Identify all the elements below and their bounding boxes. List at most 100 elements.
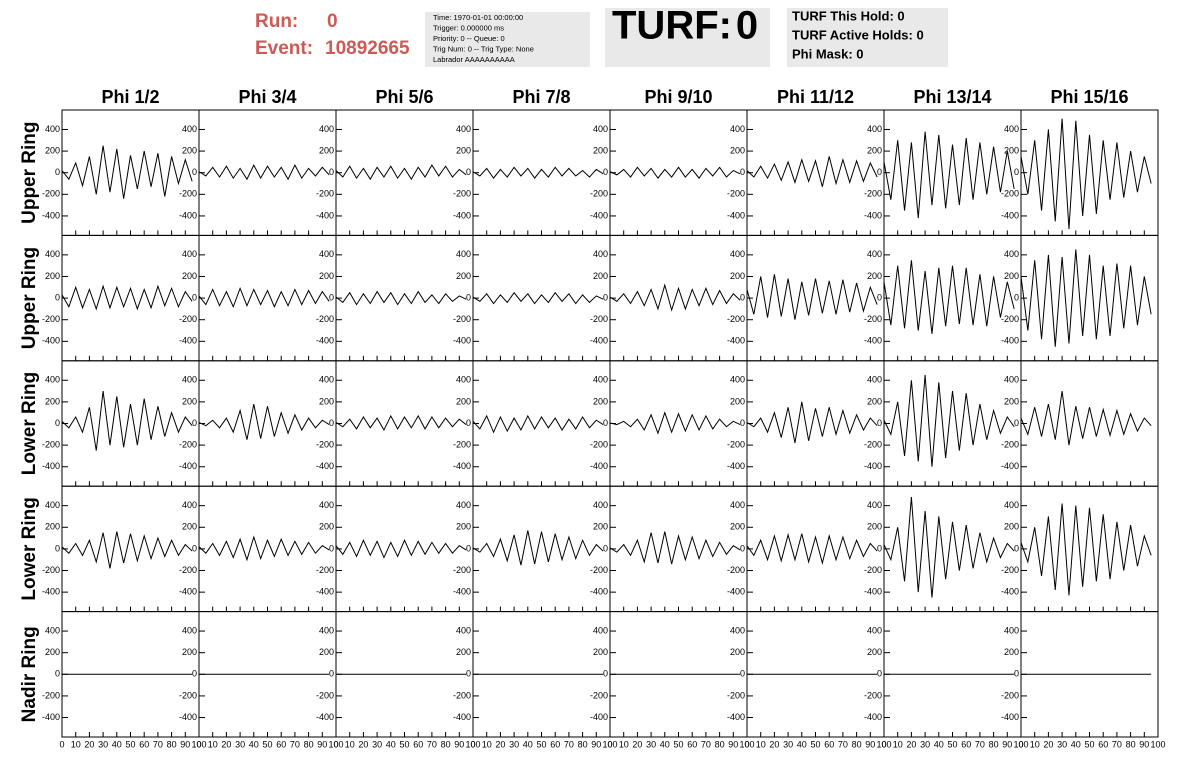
y-tick-label: 200 xyxy=(867,271,882,281)
y-tick-label: -400 xyxy=(453,712,471,722)
x-tick-label: 80 xyxy=(167,739,177,749)
y-tick-label: 200 xyxy=(730,145,745,155)
x-tick-label: 60 xyxy=(824,739,834,749)
y-tick-label: -200 xyxy=(590,189,608,199)
y-tick-label: 0 xyxy=(740,167,745,177)
waveform xyxy=(472,414,604,434)
y-tick-label: 0 xyxy=(55,167,60,177)
y-tick-label: 400 xyxy=(1004,124,1019,134)
y-tick-label: 400 xyxy=(456,500,471,510)
run-label: Run: xyxy=(255,11,298,32)
x-tick-label: 40 xyxy=(386,739,396,749)
y-tick-label: -200 xyxy=(590,314,608,324)
x-tick-label: 40 xyxy=(934,739,944,749)
y-tick-label: 400 xyxy=(456,375,471,385)
y-tick-label: -200 xyxy=(727,439,745,449)
turf-box xyxy=(605,8,770,67)
waveform xyxy=(746,401,878,444)
x-tick-label: 20 xyxy=(358,739,368,749)
y-tick-label: -200 xyxy=(316,439,334,449)
y-tick-label: -200 xyxy=(179,690,197,700)
y-tick-label: 200 xyxy=(593,396,608,406)
x-tick-label: 20 xyxy=(906,739,916,749)
x-tick-label: 0 xyxy=(470,739,475,749)
y-tick-label: 200 xyxy=(319,271,334,281)
x-tick-label: 80 xyxy=(715,739,725,749)
y-tick-label: 200 xyxy=(456,396,471,406)
y-tick-label: -200 xyxy=(453,690,471,700)
y-tick-label: 0 xyxy=(329,292,334,302)
x-tick-label: 40 xyxy=(523,739,533,749)
y-tick-label: 200 xyxy=(45,647,60,657)
waveform xyxy=(883,496,1015,598)
x-tick-label: 80 xyxy=(578,739,588,749)
x-tick-label: 90 xyxy=(454,739,464,749)
x-tick-label: 20 xyxy=(769,739,779,749)
y-tick-label: 400 xyxy=(45,625,60,635)
y-tick-label: 0 xyxy=(55,669,60,679)
x-tick-label: 100 xyxy=(1150,739,1165,749)
y-tick-label: 200 xyxy=(593,145,608,155)
y-tick-label: -400 xyxy=(179,336,197,346)
y-tick-label: 200 xyxy=(456,145,471,155)
y-tick-label: 200 xyxy=(867,647,882,657)
y-tick-label: -200 xyxy=(727,189,745,199)
y-tick-label: -400 xyxy=(42,336,60,346)
x-tick-label: 70 xyxy=(975,739,985,749)
column-title: Phi 7/8 xyxy=(512,87,570,107)
x-tick-label: 70 xyxy=(838,739,848,749)
x-tick-label: 0 xyxy=(607,739,612,749)
y-tick-label: -400 xyxy=(453,210,471,220)
row-title: Lower Ring xyxy=(19,497,40,600)
waveform xyxy=(198,286,330,309)
y-tick-label: 200 xyxy=(45,522,60,532)
x-tick-label: 0 xyxy=(196,739,201,749)
y-tick-label: 200 xyxy=(730,647,745,657)
y-tick-label: -400 xyxy=(590,461,608,471)
panel-frame xyxy=(1020,360,1159,487)
y-tick-label: 0 xyxy=(329,418,334,428)
x-tick-label: 50 xyxy=(125,739,135,749)
x-tick-label: 80 xyxy=(304,739,314,749)
x-tick-label: 30 xyxy=(372,739,382,749)
column-title: Phi 1/2 xyxy=(101,87,159,107)
y-tick-label: 400 xyxy=(730,375,745,385)
y-tick-label: 0 xyxy=(192,167,197,177)
x-tick-label: 50 xyxy=(399,739,409,749)
y-tick-label: 0 xyxy=(877,167,882,177)
y-tick-label: 400 xyxy=(867,500,882,510)
y-tick-label: -400 xyxy=(42,587,60,597)
y-tick-label: -200 xyxy=(1001,565,1019,575)
y-tick-label: -200 xyxy=(1001,314,1019,324)
y-tick-label: 0 xyxy=(877,669,882,679)
y-tick-label: 0 xyxy=(603,669,608,679)
waveform xyxy=(1020,249,1152,347)
y-tick-label: 0 xyxy=(466,418,471,428)
x-tick-label: 10 xyxy=(893,739,903,749)
info-box xyxy=(425,12,590,67)
y-tick-label: 400 xyxy=(593,375,608,385)
y-tick-label: 400 xyxy=(182,500,197,510)
x-tick-label: 10 xyxy=(482,739,492,749)
waveform xyxy=(883,131,1015,219)
y-tick-label: 0 xyxy=(192,292,197,302)
y-tick-label: 200 xyxy=(45,271,60,281)
y-tick-label: -200 xyxy=(453,189,471,199)
y-tick-label: -200 xyxy=(42,439,60,449)
x-tick-label: 60 xyxy=(413,739,423,749)
y-tick-label: 0 xyxy=(192,543,197,553)
y-tick-label: 0 xyxy=(877,543,882,553)
y-tick-label: -200 xyxy=(864,565,882,575)
y-tick-label: -400 xyxy=(727,210,745,220)
y-tick-label: -200 xyxy=(453,565,471,575)
y-tick-label: 200 xyxy=(867,396,882,406)
turf-label: TURF: xyxy=(612,4,732,48)
y-tick-label: 200 xyxy=(1004,271,1019,281)
waveform xyxy=(472,166,604,179)
waveform xyxy=(1020,118,1152,229)
y-tick-label: -400 xyxy=(1001,587,1019,597)
x-tick-label: 60 xyxy=(1098,739,1108,749)
y-tick-label: -400 xyxy=(864,587,882,597)
x-tick-label: 70 xyxy=(427,739,437,749)
